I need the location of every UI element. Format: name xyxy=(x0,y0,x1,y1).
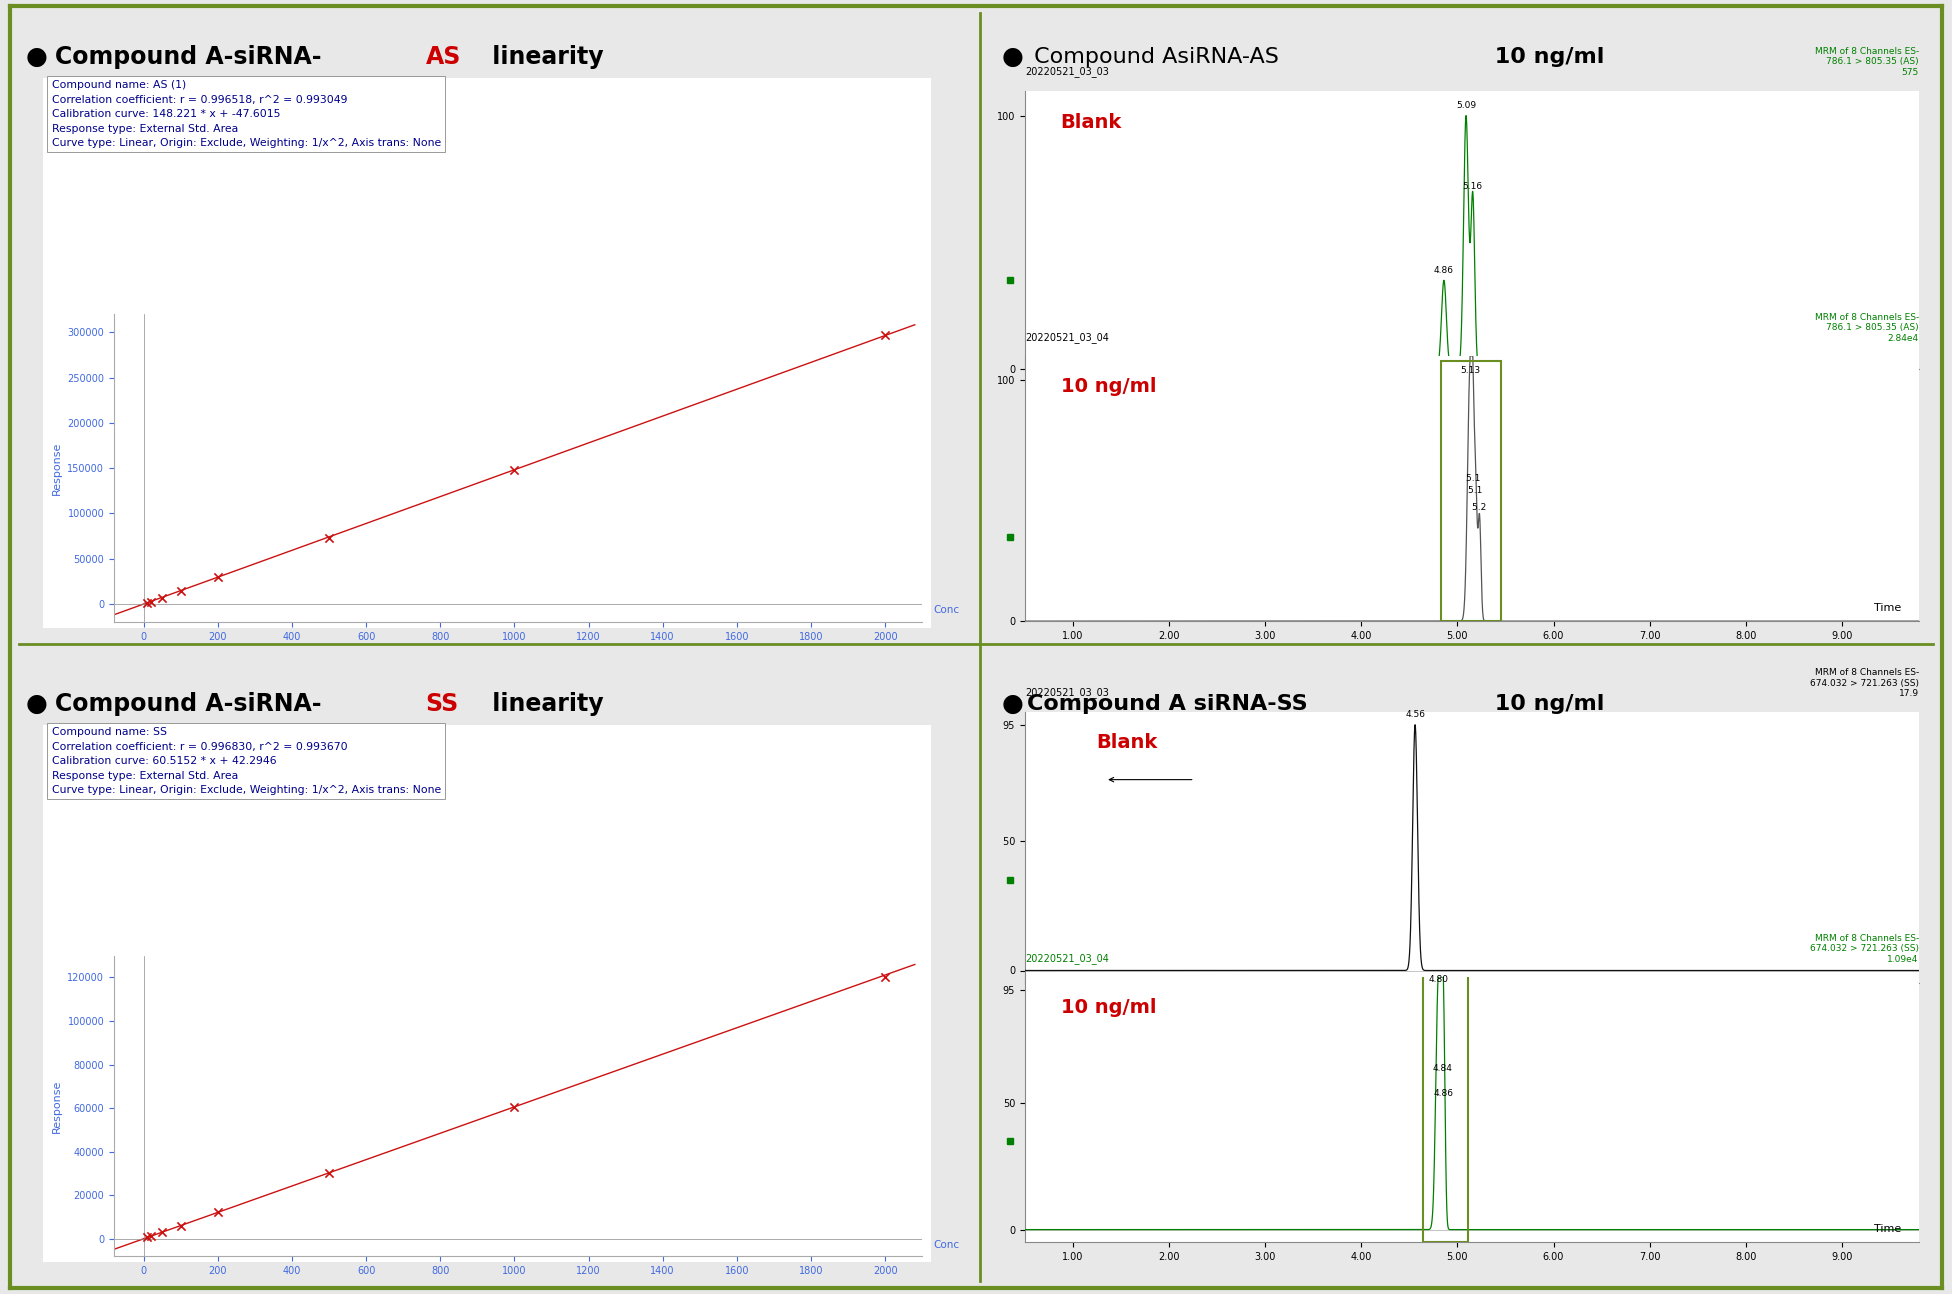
Text: 5.13: 5.13 xyxy=(1460,366,1480,375)
Text: 4.86: 4.86 xyxy=(1435,1090,1454,1099)
Text: Blank: Blank xyxy=(1097,734,1158,752)
Text: linearity: linearity xyxy=(484,45,603,69)
Text: 5.1⁠: 5.1⁠ xyxy=(1468,487,1484,496)
Text: Time: Time xyxy=(1874,603,1901,613)
Bar xyxy=(1441,361,1501,621)
Text: ●: ● xyxy=(25,45,47,69)
Text: ●: ● xyxy=(1001,692,1023,716)
Text: 5.2⁠: 5.2⁠ xyxy=(1472,503,1487,512)
Text: 10 ng/ml: 10 ng/ml xyxy=(1487,694,1605,714)
Text: MRM of 8 Channels ES-
786.1 > 805.35 (AS)
575: MRM of 8 Channels ES- 786.1 > 805.35 (AS… xyxy=(1815,47,1919,76)
Text: ●: ● xyxy=(25,692,47,716)
Text: 20220521_03_04: 20220521_03_04 xyxy=(1025,952,1109,964)
Text: 4.86: 4.86 xyxy=(1435,265,1454,274)
Text: MRM of 8 Channels ES-
786.1 > 805.35 (AS)
2.84e4: MRM of 8 Channels ES- 786.1 > 805.35 (AS… xyxy=(1815,313,1919,343)
Text: 20220521_03_03: 20220521_03_03 xyxy=(1025,687,1109,699)
Text: 10 ng/ml: 10 ng/ml xyxy=(1487,47,1605,67)
Text: Blank: Blank xyxy=(1060,113,1122,132)
Text: ●: ● xyxy=(1001,45,1023,69)
Text: 20220521_03_03: 20220521_03_03 xyxy=(1025,66,1109,76)
Text: MRM of 8 Channels ES-
674.032 > 721.263 (SS)
17.9: MRM of 8 Channels ES- 674.032 > 721.263 … xyxy=(1810,668,1919,699)
Text: 10 ng/ml: 10 ng/ml xyxy=(1060,377,1156,396)
Text: linearity: linearity xyxy=(484,692,603,716)
Bar xyxy=(1423,969,1468,1242)
Text: 4.84: 4.84 xyxy=(1433,1064,1452,1073)
Text: 5.16: 5.16 xyxy=(1462,182,1484,192)
Text: MRM of 8 Channels ES-
674.032 > 721.263 (SS)
1.09e4: MRM of 8 Channels ES- 674.032 > 721.263 … xyxy=(1810,934,1919,964)
Text: Time: Time xyxy=(1874,1224,1901,1234)
Text: Compound A-siRNA-: Compound A-siRNA- xyxy=(55,45,322,69)
Text: 10 ng/ml: 10 ng/ml xyxy=(1060,998,1156,1017)
Text: Compound AsiRNA-AS: Compound AsiRNA-AS xyxy=(1027,47,1279,67)
Text: AS: AS xyxy=(426,45,461,69)
Text: 5.1⁠: 5.1⁠ xyxy=(1466,474,1480,483)
Text: SS: SS xyxy=(426,692,459,716)
Text: 20220521_03_04: 20220521_03_04 xyxy=(1025,331,1109,343)
Text: Compound A siRNA-SS: Compound A siRNA-SS xyxy=(1027,694,1308,714)
Text: Compound name: SS
Correlation coefficient: r = 0.996830, r^2 = 0.993670
Calibrat: Compound name: SS Correlation coefficien… xyxy=(53,727,441,795)
Text: Compound A-siRNA-: Compound A-siRNA- xyxy=(55,692,322,716)
Text: Compound name: AS (1)
Correlation coefficient: r = 0.996518, r^2 = 0.993049
Cali: Compound name: AS (1) Correlation coeffi… xyxy=(53,80,441,148)
Text: 4.56: 4.56 xyxy=(1405,710,1425,719)
Text: 5.09: 5.09 xyxy=(1456,101,1476,110)
Text: 4.80: 4.80 xyxy=(1429,976,1448,985)
